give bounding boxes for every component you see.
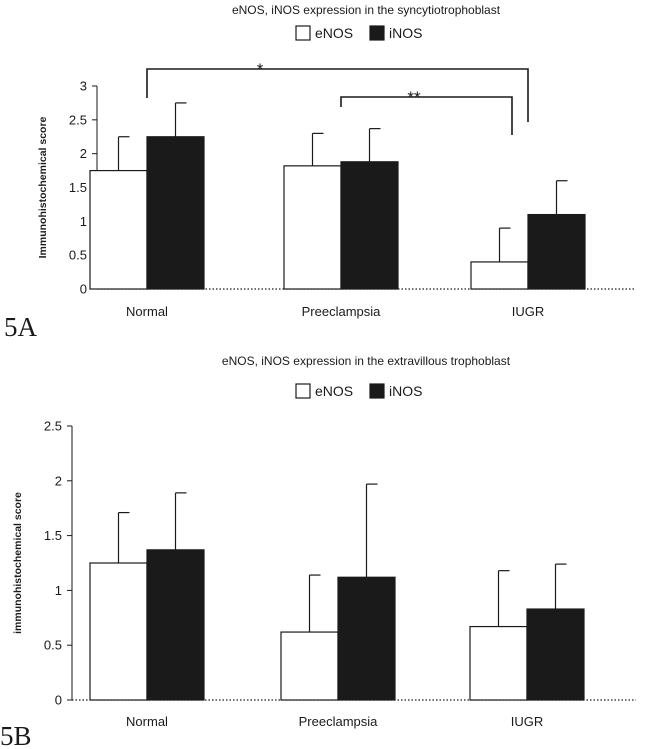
y-tick-label: 2.5	[69, 112, 87, 127]
significance-label: **	[407, 88, 421, 107]
y-tick-label: 0	[80, 282, 87, 297]
legend-swatch-enos	[295, 25, 311, 41]
legend-swatch-inos	[369, 383, 385, 399]
x-tick-label: IUGR	[511, 714, 544, 729]
y-tick-label: 1.5	[69, 180, 87, 195]
legend: eNOS iNOS	[295, 25, 422, 41]
x-tick-label: Preeclampsia	[302, 304, 382, 319]
bar-enos-preeclampsia	[283, 165, 342, 290]
chart-5a: eNOS, iNOS expression in the syncytiotro…	[4, 3, 636, 342]
bar-enos-normal	[89, 562, 148, 701]
x-tick-label: Normal	[126, 714, 168, 729]
bar-enos-iugr	[470, 261, 529, 290]
legend-label-inos: iNOS	[389, 25, 422, 41]
y-tick-label: 2.5	[44, 419, 62, 434]
significance-bracket	[340, 96, 513, 135]
bar-enos-normal	[89, 169, 148, 290]
bar-inos-normal	[146, 136, 205, 290]
legend-swatch-inos	[369, 25, 385, 41]
bar-enos-preeclampsia	[280, 631, 339, 701]
legend-label-inos: iNOS	[389, 383, 422, 399]
y-tick-label: 0.5	[44, 638, 62, 653]
legend-swatch-enos	[295, 383, 311, 399]
bar-inos-preeclampsia	[340, 161, 399, 290]
y-tick-label: 0	[55, 693, 62, 708]
bar-enos-iugr	[469, 625, 528, 701]
y-tick-label: 2	[80, 146, 87, 161]
y-axis-label: Immunohistochemical score	[37, 116, 49, 258]
significance-bracket	[146, 68, 529, 122]
bar-inos-preeclampsia	[337, 576, 396, 701]
y-tick-label: 2	[55, 473, 62, 488]
y-tick-label: 3	[80, 79, 87, 94]
panel-label: 5A	[4, 312, 38, 342]
legend-label-enos: eNOS	[315, 25, 353, 41]
x-tick-label: IUGR	[512, 304, 545, 319]
chart-5b: eNOS, iNOS expression in the extravillou…	[0, 354, 636, 749]
y-tick-label: 1	[80, 214, 87, 229]
panel-label: 5B	[0, 721, 32, 749]
legend-label-enos: eNOS	[315, 383, 353, 399]
bar-inos-iugr	[527, 213, 586, 290]
y-axis-label: immunohistochemical score	[12, 492, 24, 634]
bar-inos-normal	[146, 549, 205, 701]
y-tick-label: 0.5	[69, 248, 87, 263]
chart-title: eNOS, iNOS expression in the extravillou…	[222, 354, 511, 368]
y-tick-label: 1.5	[44, 528, 62, 543]
y-tick-label: 1	[55, 583, 62, 598]
legend: eNOS iNOS	[295, 383, 422, 399]
x-tick-label: Normal	[126, 304, 168, 319]
x-tick-label: Preeclampsia	[299, 714, 379, 729]
significance-label: *	[257, 60, 264, 79]
chart-title: eNOS, iNOS expression in the syncytiotro…	[232, 3, 501, 17]
bar-inos-iugr	[526, 608, 585, 701]
